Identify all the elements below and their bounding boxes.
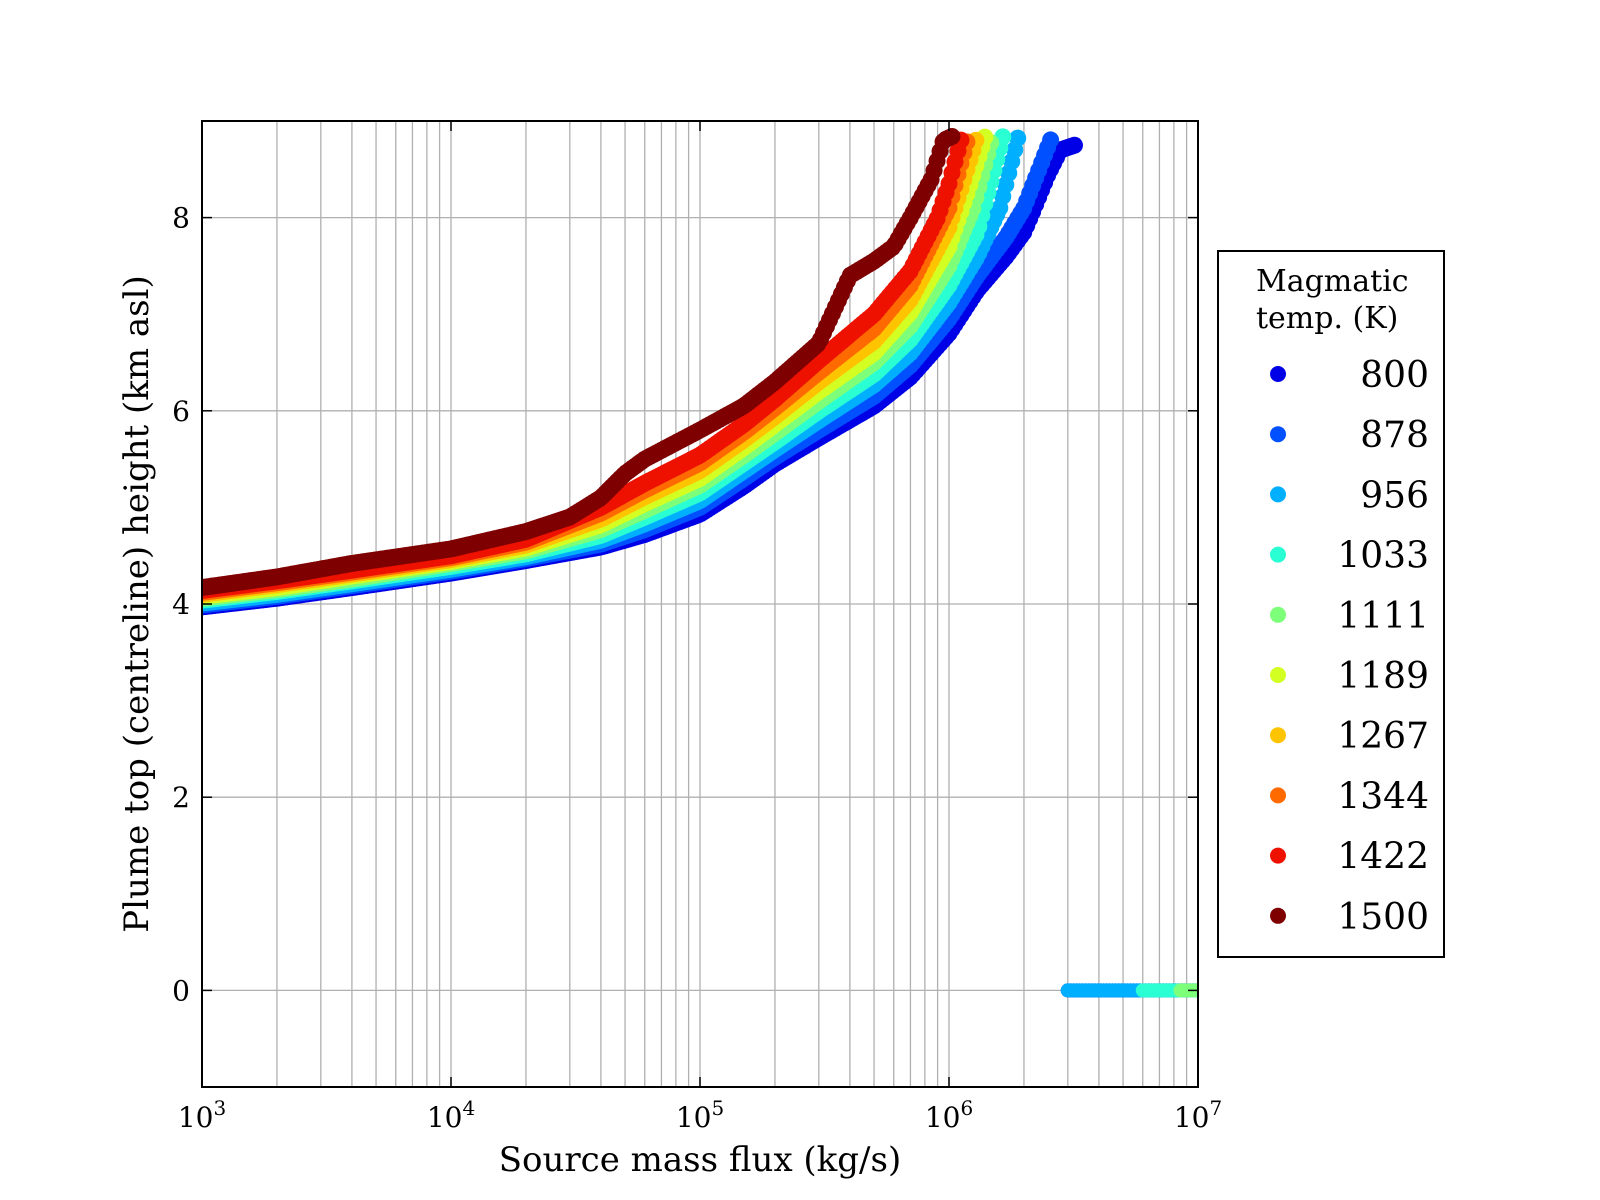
y-tick-label: 6	[172, 395, 190, 428]
data-points	[202, 128, 1198, 998]
legend-marker	[1270, 787, 1286, 804]
data-point	[1065, 136, 1083, 154]
legend-marker	[1270, 847, 1286, 864]
y-axis-label: Plume top (centreline) height (km asl)	[117, 275, 157, 933]
y-tick-label: 8	[172, 202, 190, 235]
legend-marker	[1270, 907, 1286, 924]
x-tick-base: 10	[1174, 1101, 1210, 1134]
series-1500	[202, 128, 961, 597]
x-tick-exponent: 6	[960, 1096, 973, 1120]
x-tick-base: 10	[178, 1101, 214, 1134]
legend-label: 1422	[1337, 837, 1429, 878]
legend-title-line-1: Magmatic	[1256, 264, 1409, 299]
y-tick-label: 2	[172, 781, 190, 814]
x-tick-exponent: 5	[711, 1096, 724, 1120]
x-tick-base: 10	[427, 1101, 463, 1134]
legend-label: 878	[1360, 415, 1429, 456]
legend-label: 1500	[1337, 897, 1429, 938]
legend-marker	[1270, 486, 1286, 503]
legend-marker	[1270, 606, 1286, 623]
grid-lines	[202, 121, 1198, 1087]
legend-label: 956	[1360, 475, 1429, 516]
legend-items: 800 878 956 1033 1111 1189 1267 1344 1422 1500	[1270, 355, 1429, 938]
x-tick-base: 10	[925, 1101, 961, 1134]
y-tick-label: 4	[172, 588, 190, 621]
legend-label: 1033	[1337, 536, 1429, 577]
legend-frame	[1217, 250, 1445, 958]
legend-marker	[1270, 546, 1286, 563]
legend-label: 1344	[1337, 776, 1429, 817]
x-tick-exponent: 4	[462, 1096, 475, 1120]
x-tick-label: 107	[1174, 1096, 1222, 1134]
legend-label: 800	[1360, 355, 1429, 396]
data-point	[943, 128, 961, 146]
y-tick-label: 0	[172, 974, 190, 1007]
legend-label: 1111	[1337, 596, 1429, 637]
x-tick-label: 105	[676, 1096, 724, 1134]
legend-marker	[1270, 366, 1286, 382]
legend: Magmatic temp. (K) 800 878 956 1033 1111 1189…	[1217, 250, 1445, 958]
x-tick-label: 103	[178, 1096, 226, 1134]
x-axis-label: Source mass flux (kg/s)	[499, 1140, 901, 1180]
x-tick-base: 10	[676, 1101, 712, 1134]
x-tick-label: 104	[427, 1096, 475, 1134]
x-tick-label: 106	[925, 1096, 973, 1134]
data-point	[1042, 131, 1060, 149]
legend-label: 1267	[1337, 716, 1429, 757]
legend-marker	[1270, 727, 1286, 744]
x-tick-exponent: 3	[213, 1096, 226, 1120]
x-tick-exponent: 7	[1209, 1096, 1222, 1120]
data-point	[1009, 129, 1027, 147]
legend-title-line-2: temp. (K)	[1256, 301, 1398, 336]
legend-marker	[1270, 667, 1286, 683]
legend-label: 1189	[1337, 656, 1429, 697]
legend-marker	[1270, 426, 1286, 443]
